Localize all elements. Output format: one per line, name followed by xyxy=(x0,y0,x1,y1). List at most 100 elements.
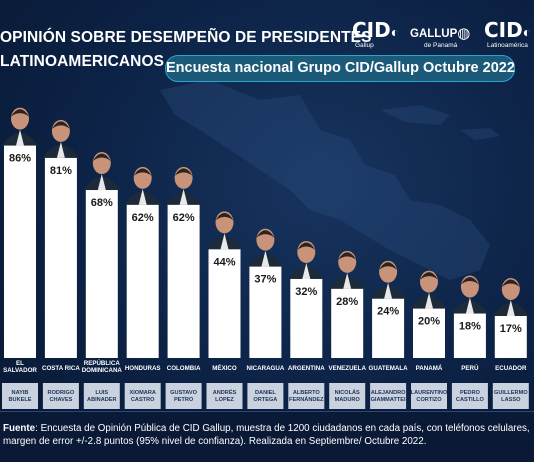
president-portrait-10 xyxy=(411,270,447,309)
bar-5 xyxy=(208,249,241,358)
name-box-9 xyxy=(370,383,407,409)
president-portrait-2 xyxy=(83,152,120,191)
president-name-3: XIOMARA xyxy=(129,390,155,396)
bar-3 xyxy=(126,204,159,358)
president-portrait-4 xyxy=(165,166,202,205)
bar-10 xyxy=(413,308,445,358)
source-note: Fuente: Encuesta de Opinión Pública de C… xyxy=(3,422,531,448)
president-name-7: ALBERTO xyxy=(293,390,321,396)
data-label-12: 17% xyxy=(500,323,522,335)
portrait-shirt-2 xyxy=(97,174,106,191)
portrait-shirt-5 xyxy=(220,233,229,250)
bar-9 xyxy=(372,298,405,358)
president-portrait-1 xyxy=(42,119,79,158)
footer-divider xyxy=(0,411,534,412)
name-box-2 xyxy=(83,383,120,409)
name-box-7 xyxy=(288,383,325,409)
president-portrait-3 xyxy=(124,166,161,205)
data-label-10: 20% xyxy=(418,316,440,328)
cid-logo-2-subtext: Latinoamérica xyxy=(487,42,528,49)
president-portrait-9 xyxy=(370,260,407,299)
portrait-shirt-10 xyxy=(425,292,433,309)
data-label-5: 44% xyxy=(213,256,235,268)
name-box-1 xyxy=(42,383,79,409)
portrait-shirt-7 xyxy=(302,262,311,279)
president-name-6: DANIEL xyxy=(255,390,276,396)
portrait-hair-1 xyxy=(51,121,70,129)
gallup-logo-subtext: de Panamá xyxy=(424,42,458,50)
country-label-5: MÉXICO xyxy=(212,364,237,372)
name-box-5 xyxy=(206,383,243,409)
bar-7 xyxy=(290,278,323,358)
portrait-hair-4 xyxy=(174,168,193,176)
name-box-11 xyxy=(451,383,488,409)
country-label-2: REPÚBLICA xyxy=(84,360,121,367)
portrait-hair-0 xyxy=(11,109,29,117)
cid-logo-text: CID xyxy=(352,18,391,42)
source-text: : Encuesta de Opinión Pública de CID Gal… xyxy=(3,423,530,447)
portrait-shirt-0 xyxy=(16,129,24,146)
president-portrait-7 xyxy=(288,240,325,279)
country-label-8: VENEZUELA xyxy=(328,365,366,372)
country-label-11: PERÚ xyxy=(461,365,479,372)
president-name-4: GUSTAVO xyxy=(170,390,197,396)
portrait-hair-8 xyxy=(338,252,357,260)
president-name-1: RODRIGO xyxy=(48,390,75,396)
source-label: Fuente xyxy=(3,423,36,434)
name-box-12 xyxy=(492,383,529,409)
president-name-12-1: LASSO xyxy=(501,397,521,403)
president-portrait-0 xyxy=(2,107,38,146)
country-label-2-1: DOMINICANA xyxy=(82,367,123,374)
country-label-9: GUATEMALA xyxy=(369,365,409,372)
bar-6 xyxy=(249,266,282,358)
portrait-shirt-11 xyxy=(465,297,474,314)
name-box-0 xyxy=(2,383,38,409)
data-label-0: 86% xyxy=(9,153,31,165)
president-portrait-5 xyxy=(206,211,243,250)
portrait-shirt-4 xyxy=(179,188,188,205)
portrait-hair-7 xyxy=(297,242,316,250)
president-name-9-1: GIAMMATTEI xyxy=(371,397,406,403)
country-label-12: ECUADOR xyxy=(495,365,527,372)
president-portrait-6 xyxy=(247,228,284,267)
name-box-10 xyxy=(411,383,447,409)
bar-2 xyxy=(85,190,118,358)
portrait-hair-5 xyxy=(215,212,234,221)
name-box-8 xyxy=(329,383,366,409)
president-name-1-1: CHAVES xyxy=(49,397,72,403)
country-label-0-1: SALVADOR xyxy=(3,367,37,374)
country-label-10: PANAMÁ xyxy=(416,365,443,372)
data-label-2: 68% xyxy=(91,197,113,209)
page-title: OPINIÓN SOBRE DESEMPEÑO DE PRESIDENTES L… xyxy=(0,26,371,74)
title-line-2: LATINOAMERICANOS xyxy=(0,53,165,70)
president-name-0: NAYIB xyxy=(12,390,29,396)
bar-11 xyxy=(453,313,486,358)
name-box-6 xyxy=(247,383,284,409)
president-name-11: PEDRO xyxy=(460,390,481,396)
map-silhouette xyxy=(160,80,500,280)
gallup-panama-logo: GALLUP◍ de Panamá xyxy=(410,24,470,50)
data-label-7: 32% xyxy=(295,286,317,298)
country-label-3: HONDURAS xyxy=(125,365,161,372)
data-label-6: 37% xyxy=(254,274,276,286)
president-name-9: ALEJANDRO xyxy=(371,390,406,396)
data-label-9: 24% xyxy=(377,306,399,318)
president-name-12: GUILLERMO xyxy=(494,390,528,396)
president-name-8-1: MADURO xyxy=(335,397,361,403)
portrait-hair-3 xyxy=(133,168,152,176)
country-label-6: NICARAGUA xyxy=(246,365,284,372)
cid-gallup-logo: CID◐ Gallup xyxy=(352,20,399,50)
portrait-shirt-8 xyxy=(343,272,352,289)
bar-1 xyxy=(44,157,77,358)
president-name-8: NICOLÁS xyxy=(335,389,360,396)
gallup-logo-text: GALLUP xyxy=(410,28,458,41)
globe-icon: ◍ xyxy=(457,25,471,42)
country-label-4: COLOMBIA xyxy=(167,365,201,372)
subtitle-badge: Encuesta nacional Grupo CID/Gallup Octub… xyxy=(165,55,515,82)
cid-logo-2-swoosh-icon: ◐ xyxy=(522,24,532,40)
president-name-5: ANDRÉS xyxy=(213,388,237,396)
president-name-3-1: CASTRO xyxy=(131,397,155,403)
president-name-2-1: ABINADER xyxy=(87,397,117,403)
data-label-1: 81% xyxy=(50,165,72,177)
